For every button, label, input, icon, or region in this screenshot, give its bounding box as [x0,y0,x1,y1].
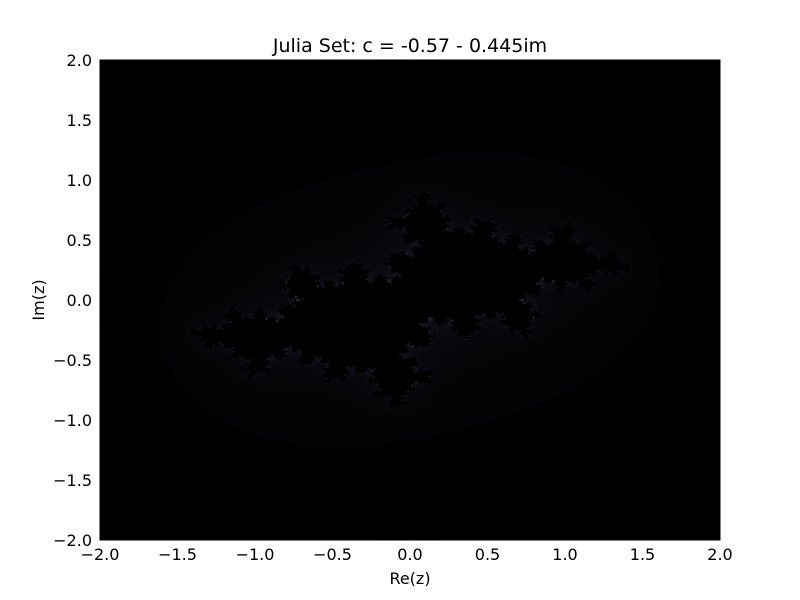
x-axis-label: Re(z) [389,569,430,588]
x-tick-label: 1.0 [552,545,577,564]
y-tick-label: 1.5 [67,111,92,130]
x-tick-label: −2.0 [81,545,120,564]
y-tick-label: 2.0 [67,51,92,70]
heatmap-container [100,60,720,540]
y-tick-label: 0.5 [67,231,92,250]
x-tick-label: 2.0 [707,545,732,564]
chart-title: Julia Set: c = -0.57 - 0.445im [272,35,547,57]
x-axis-ticks: −2.0 −1.5 −1.0 −0.5 0.0 0.5 1.0 1.5 2.0 [81,60,733,564]
y-tick-label: −2.0 [53,531,92,550]
y-axis-label: Im(z) [29,279,48,320]
x-tick-label: −1.5 [158,545,197,564]
plot-area: −2.0 −1.5 −1.0 −0.5 0.0 0.5 1.0 1.5 2.0 −2.0 −1.5… [53,51,733,564]
y-tick-label: 1.0 [67,171,92,190]
julia-heatmap [100,60,720,540]
y-axis-ticks: −2.0 −1.5 −1.0 −0.5 0.0 0.5 1.0 1.5 2.0 [53,51,720,550]
x-tick-label: −1.0 [236,545,275,564]
y-tick-label: −0.5 [53,351,92,370]
y-tick-label: −1.5 [53,471,92,490]
x-tick-label: −0.5 [313,545,352,564]
y-tick-label: 0.0 [67,291,92,310]
x-tick-label: 0.5 [475,545,500,564]
x-tick-label: 1.5 [630,545,655,564]
y-tick-label: −1.0 [53,411,92,430]
x-tick-label: 0.0 [397,545,422,564]
